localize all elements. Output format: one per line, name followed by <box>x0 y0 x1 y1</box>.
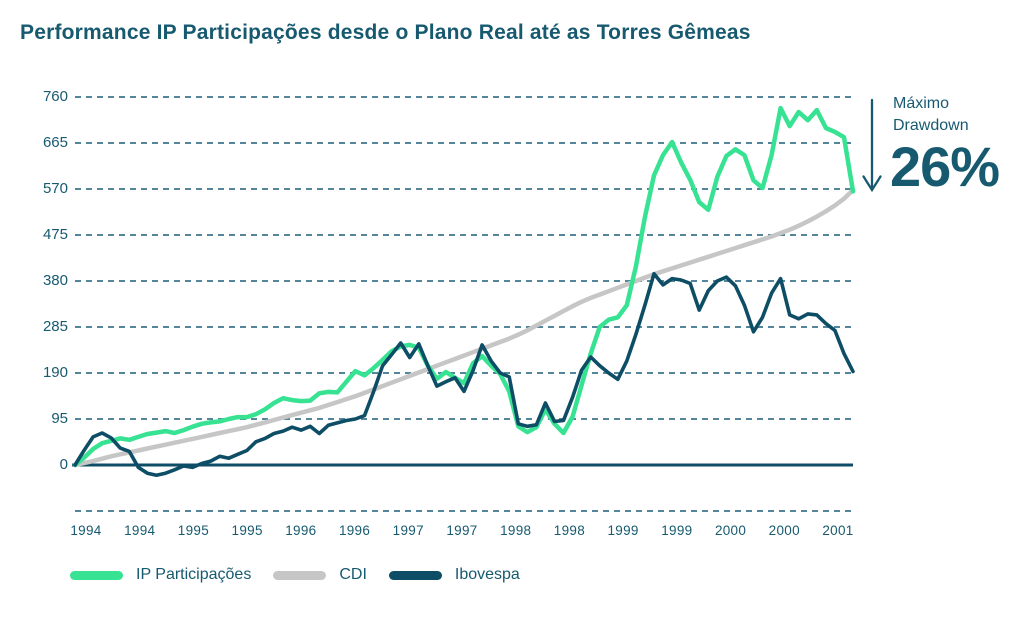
y-tick-label: 0 <box>59 456 68 473</box>
x-tick-label: 1998 <box>553 523 586 538</box>
x-tick-label: 1995 <box>177 523 210 538</box>
x-tick-label: 1994 <box>124 523 156 538</box>
y-tick-label: 760 <box>42 88 68 105</box>
x-tick-label: 2000 <box>768 523 800 538</box>
legend-swatch <box>70 570 123 580</box>
page-title: Performance IP Participações desde o Pla… <box>20 21 751 44</box>
x-tick-label: 1995 <box>231 523 263 538</box>
y-tick-label: 95 <box>51 410 68 427</box>
x-tick-label: 1999 <box>661 523 693 538</box>
drawdown-arrow-icon <box>862 98 882 193</box>
x-tick-label: 1996 <box>285 523 317 538</box>
drawdown-value: 26% <box>890 135 1000 198</box>
y-tick-label: 665 <box>42 134 68 151</box>
drawdown-annotation-line2: Drawdown <box>893 117 969 134</box>
series-line-ip-participa-es <box>72 105 856 468</box>
y-tick-label: 570 <box>42 180 68 197</box>
chart-legend: IP Participações CDI Ibovespa <box>70 566 542 584</box>
series-line-ibovespa <box>73 271 855 478</box>
legend-label: CDI <box>339 566 367 583</box>
y-tick-label: 285 <box>42 318 68 335</box>
legend-item: Ibovespa <box>388 566 520 584</box>
series-line-cdi <box>72 187 856 468</box>
x-tick-label: 2000 <box>714 523 747 538</box>
x-tick-label: 1998 <box>500 523 532 538</box>
y-tick-label: 475 <box>42 226 68 243</box>
legend-label: IP Participações <box>136 566 252 583</box>
x-tick-label: 2001 <box>822 523 854 538</box>
x-tick-label: 1999 <box>607 523 639 538</box>
x-tick-label: 1997 <box>392 523 424 538</box>
legend-swatch <box>388 570 442 580</box>
legend-label: Ibovespa <box>454 566 520 583</box>
legend-swatch <box>273 570 327 580</box>
legend-item: CDI <box>273 566 367 584</box>
x-tick-label: 1997 <box>446 523 478 538</box>
x-tick-label: 1996 <box>338 523 371 538</box>
y-tick-label: 380 <box>42 272 68 289</box>
legend-item: IP Participações <box>70 566 251 584</box>
y-tick-label: 190 <box>42 364 68 381</box>
x-tick-label: 1994 <box>70 523 102 538</box>
drawdown-annotation-line1: Máximo <box>893 95 950 112</box>
